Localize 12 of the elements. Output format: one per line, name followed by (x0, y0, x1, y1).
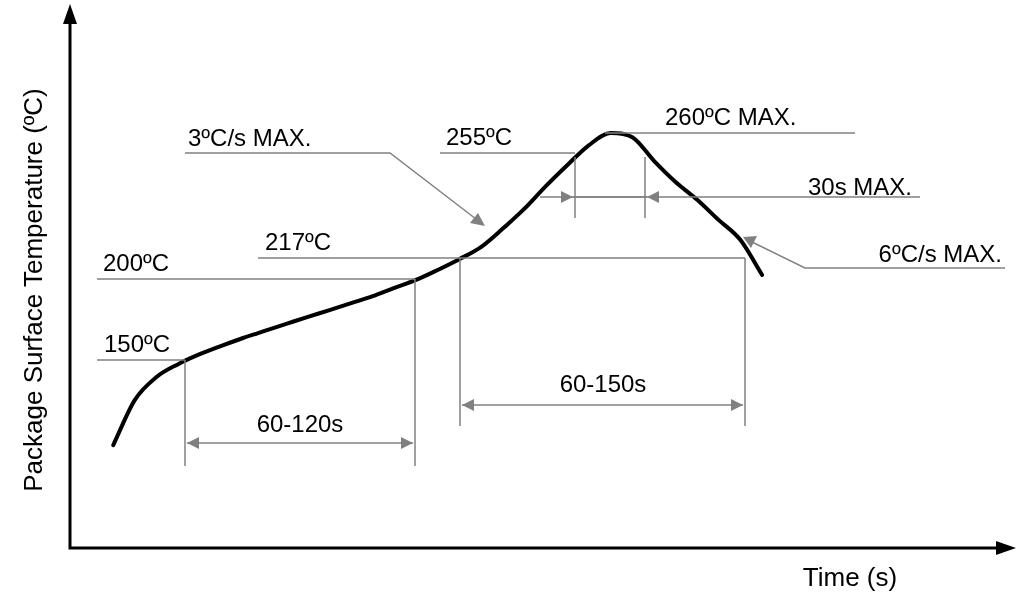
ref-line-label: 200ºC (103, 249, 170, 277)
ref-line-label: 150ºC (104, 330, 171, 358)
annotation: 60-150s (559, 370, 647, 397)
annotation: 30s MAX. (807, 173, 912, 200)
ref-line-label: 260ºC MAX. (665, 103, 797, 130)
annotation: 6ºC/s MAX. (878, 240, 1002, 267)
ref-line-label: 255ºC (446, 122, 513, 150)
ref-line-label: 217ºC (265, 227, 332, 255)
annotation: 3ºC/s MAX. (188, 124, 312, 151)
y-axis-title: Package Surface Temperature (ºC) (18, 88, 48, 492)
annotation: 60-120s (256, 410, 344, 437)
x-axis-title: Time (s) (802, 562, 898, 592)
